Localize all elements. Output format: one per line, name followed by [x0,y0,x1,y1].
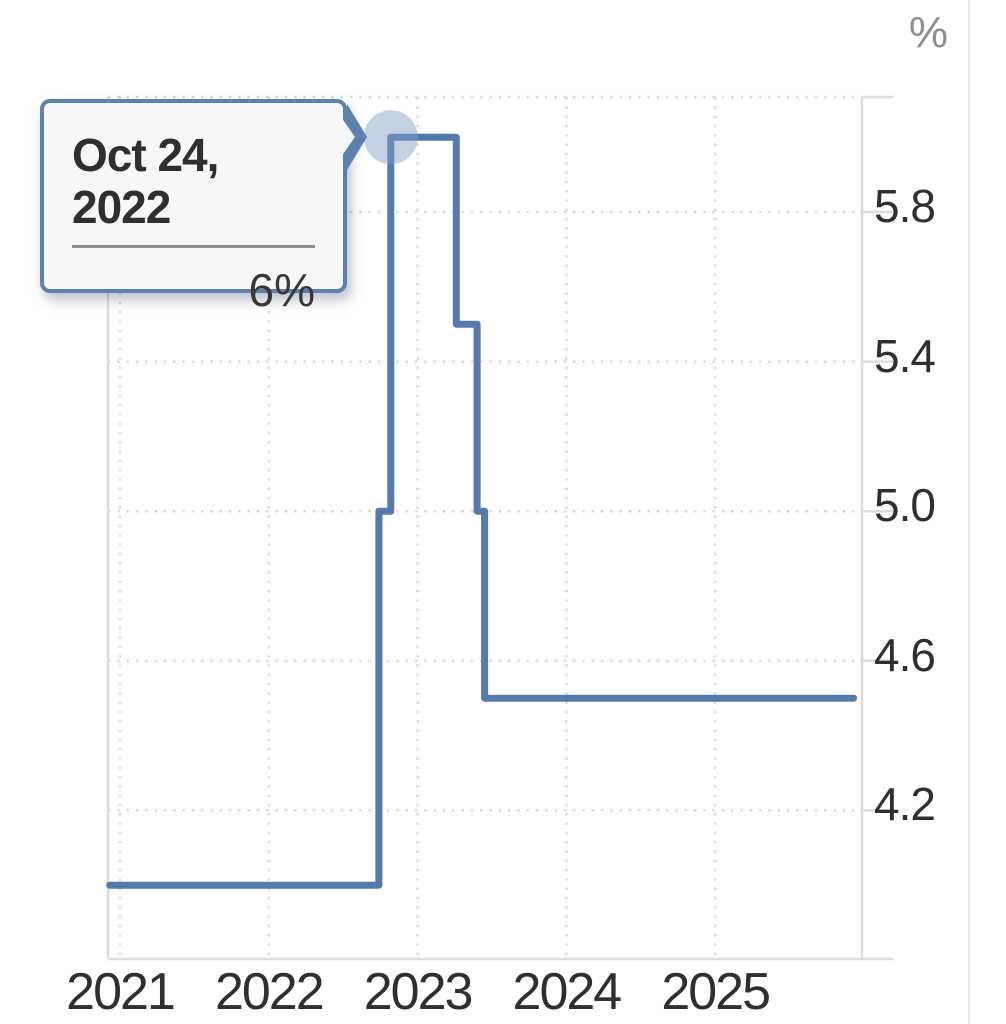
x-tick-label: 2022 [214,963,325,1021]
y-tick-label: 4.6 [874,628,936,681]
y-tick-label: 5.8 [874,180,936,232]
tooltip-arrow-icon [339,104,367,170]
x-tick-label: 2025 [661,963,771,1021]
y-tick-label: 4.2 [874,778,936,831]
y-axis-unit-label: % [908,8,948,57]
x-tick-label: 2023 [363,963,474,1021]
x-tick-label: 2024 [512,963,623,1021]
tooltip-date: Oct 24, 2022 [72,129,219,233]
tooltip-divider [72,245,315,248]
x-tick-label: 2021 [66,963,176,1021]
page-divider-line [968,0,970,1024]
tooltip-value: 6% [248,264,315,316]
tooltip: Oct 24, 2022 6% [40,99,347,316]
rate-step-line [106,133,858,889]
highlighted-point-marker [363,110,418,165]
y-tick-label: 5.4 [874,329,936,382]
y-tick-label: 5.0 [874,479,936,532]
